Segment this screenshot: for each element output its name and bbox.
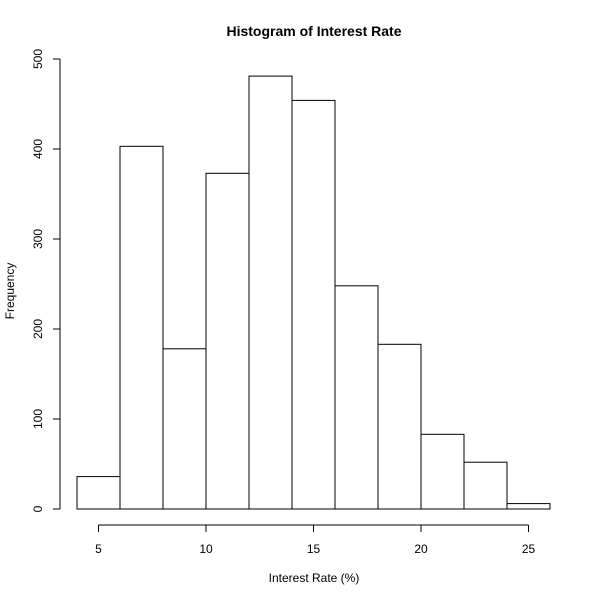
y-tick-label: 400 — [31, 139, 45, 159]
histogram-bar — [377, 343, 422, 510]
y-axis: 0 100 200 300 400 500 — [31, 49, 61, 512]
histogram-bar — [291, 99, 336, 510]
histogram-bar — [205, 172, 250, 510]
x-tick-label: 20 — [414, 542, 428, 556]
y-tick-label: 200 — [31, 319, 45, 339]
histogram-bar — [334, 285, 379, 510]
chart-title: Histogram of Interest Rate — [226, 23, 401, 39]
histogram-bar — [248, 75, 293, 510]
histogram-bar — [420, 433, 465, 510]
y-tick-label: 100 — [31, 409, 45, 429]
y-tick-label: 300 — [31, 229, 45, 249]
histogram-bar — [76, 476, 121, 510]
y-tick-label: 0 — [31, 505, 45, 512]
x-tick-label: 10 — [199, 542, 213, 556]
y-tick-label: 500 — [31, 49, 45, 69]
x-tick-label: 15 — [307, 542, 321, 556]
x-tick-label: 5 — [95, 542, 102, 556]
y-axis-label: Frequency — [3, 263, 17, 320]
histogram-bar — [463, 461, 508, 510]
x-tick-label: 25 — [522, 542, 536, 556]
x-axis: 5 10 15 20 25 — [95, 524, 536, 556]
x-axis-label: Interest Rate (%) — [269, 571, 360, 585]
bars-group — [76, 75, 551, 510]
histogram-bar — [119, 145, 164, 510]
histogram-bar — [162, 348, 207, 510]
histogram-bar — [506, 503, 551, 510]
